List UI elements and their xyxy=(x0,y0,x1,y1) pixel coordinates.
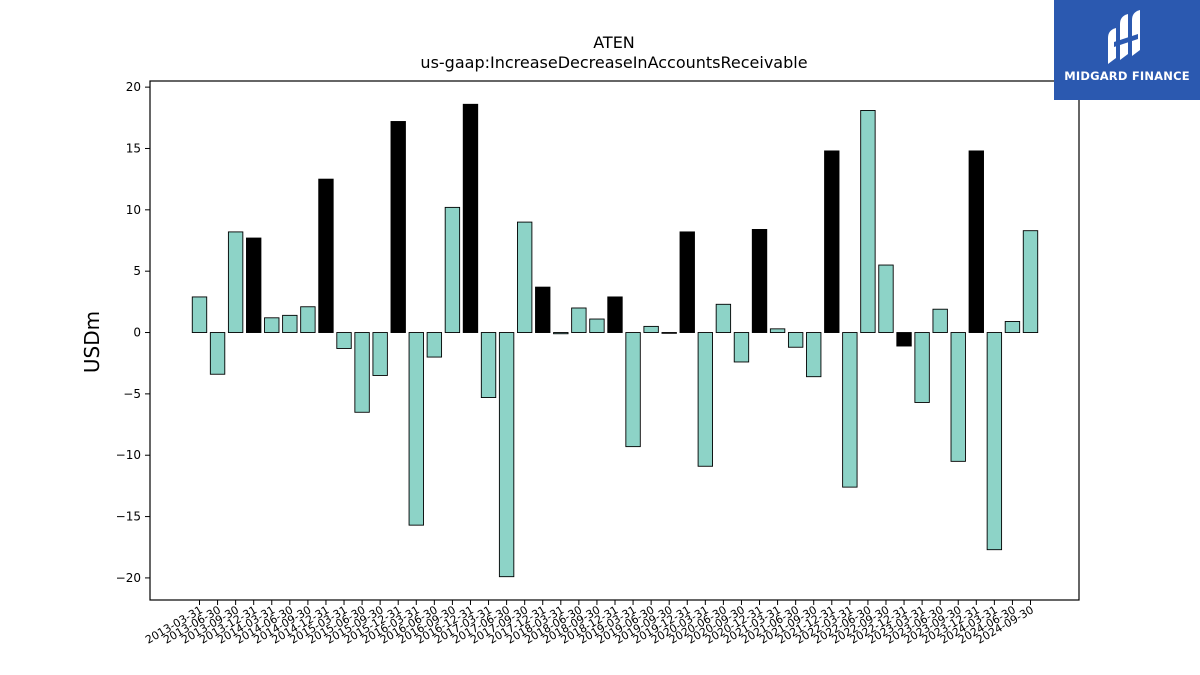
y-tick-label: 5 xyxy=(133,264,141,278)
bar-2013-09-30 xyxy=(227,231,244,333)
bar-2014-06-30 xyxy=(282,314,298,333)
bar-2017-12-31 xyxy=(535,286,551,333)
bar-2023-09-30 xyxy=(950,332,966,462)
logo-text: MIDGARD FINANCE xyxy=(1064,69,1190,83)
bar-2018-12-31 xyxy=(607,296,623,333)
chart-subtitle: us-gaap:IncreaseDecreaseInAccountsReceiv… xyxy=(420,53,807,72)
bar-2016-09-30 xyxy=(444,206,461,333)
bar-2020-09-30 xyxy=(733,332,750,363)
y-tick-label: −20 xyxy=(116,571,141,585)
plot-frame xyxy=(149,80,1080,601)
bar-2023-06-30 xyxy=(932,308,948,333)
bar-2020-12-31 xyxy=(751,229,768,333)
bar-2019-12-31 xyxy=(679,231,695,333)
bar-2021-09-30 xyxy=(806,332,822,378)
bar-2016-06-30 xyxy=(426,332,443,358)
bar-2019-09-30 xyxy=(661,332,677,334)
y-axis-label: USDm xyxy=(80,311,104,373)
bar-2015-12-31 xyxy=(390,121,406,333)
bar-2016-03-31 xyxy=(408,332,424,526)
bar-2020-06-30 xyxy=(715,303,732,333)
bar-2015-09-30 xyxy=(372,332,388,376)
bar-2014-09-30 xyxy=(300,306,316,333)
bar-2017-03-31 xyxy=(480,332,497,398)
midgard-logo-icon xyxy=(1108,10,1140,64)
bar-2017-09-30 xyxy=(517,221,533,333)
y-tick-label: −5 xyxy=(123,387,141,401)
bar-2018-06-30 xyxy=(571,307,587,333)
y-tick-label: −10 xyxy=(116,448,141,462)
x-axis-ticks: 2013-03-312013-06-302013-09-302013-12-31… xyxy=(143,600,1036,647)
bar-2019-03-31 xyxy=(625,332,641,448)
y-tick-label: 10 xyxy=(126,203,141,217)
bar-2016-12-31 xyxy=(462,103,479,333)
y-tick-label: 15 xyxy=(126,141,141,155)
bar-2018-09-30 xyxy=(589,318,605,333)
chart-title: ATEN xyxy=(593,33,635,52)
y-tick-label: 20 xyxy=(126,80,141,94)
bar-2013-06-30 xyxy=(209,332,226,375)
y-tick-label: −15 xyxy=(116,510,141,524)
bar-2013-03-31 xyxy=(191,296,208,333)
bar-2020-03-31 xyxy=(697,332,713,467)
bar-2023-12-31 xyxy=(968,150,984,333)
bar-2022-12-31 xyxy=(896,332,912,347)
bar-2022-06-30 xyxy=(860,109,876,333)
bar-2024-03-31 xyxy=(986,332,1003,551)
bar-2022-09-30 xyxy=(878,264,894,333)
y-axis-ticks: −20 −15 −10 −5 0 5 10 15 20 xyxy=(116,80,150,585)
bar-2018-03-31 xyxy=(553,332,569,335)
bar-2017-06-30 xyxy=(498,332,515,578)
bar-2014-03-31 xyxy=(264,317,280,333)
bar-2024-06-30 xyxy=(1004,321,1021,333)
bar-2024-09-30 xyxy=(1022,230,1039,333)
bar-2015-06-30 xyxy=(354,332,370,413)
bar-2021-12-31 xyxy=(824,150,840,333)
bar-2022-03-31 xyxy=(842,332,858,488)
bar-2019-06-30 xyxy=(643,325,659,333)
bar-2013-12-31 xyxy=(246,237,262,333)
y-tick-label: 0 xyxy=(133,326,141,340)
bar-2021-06-30 xyxy=(787,332,804,348)
bar-2023-03-31 xyxy=(914,332,930,403)
bars-group xyxy=(191,103,1039,578)
bar-2021-03-31 xyxy=(769,328,786,333)
bar-2015-03-31 xyxy=(336,332,352,349)
midgard-finance-logo: MIDGARD FINANCE xyxy=(1054,0,1200,100)
bar-2014-12-31 xyxy=(318,178,334,333)
